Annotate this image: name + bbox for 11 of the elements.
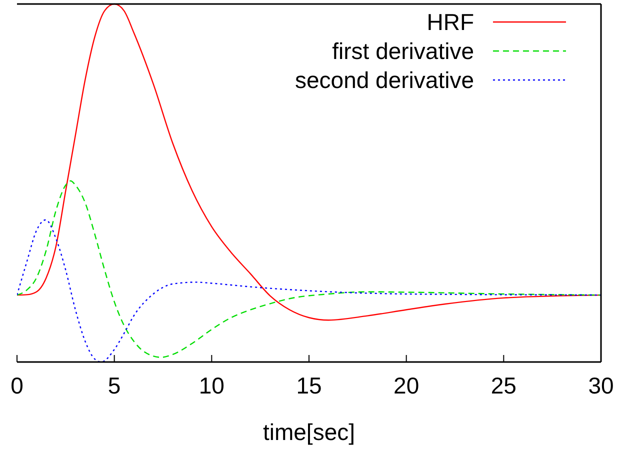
legend-label: second derivative [295, 67, 474, 93]
legend-label: HRF [426, 9, 474, 35]
x-tick-label: 5 [108, 372, 121, 398]
x-axis-title: time[sec] [262, 419, 356, 445]
x-tick-label: 25 [490, 372, 516, 398]
legend-label: first derivative [332, 38, 474, 64]
x-tick-label: 20 [394, 372, 420, 398]
x-tick-label: 10 [198, 372, 224, 398]
x-tick-label: 30 [588, 372, 614, 398]
x-tick-label: 15 [296, 372, 322, 398]
x-tick-label: 0 [10, 372, 24, 398]
